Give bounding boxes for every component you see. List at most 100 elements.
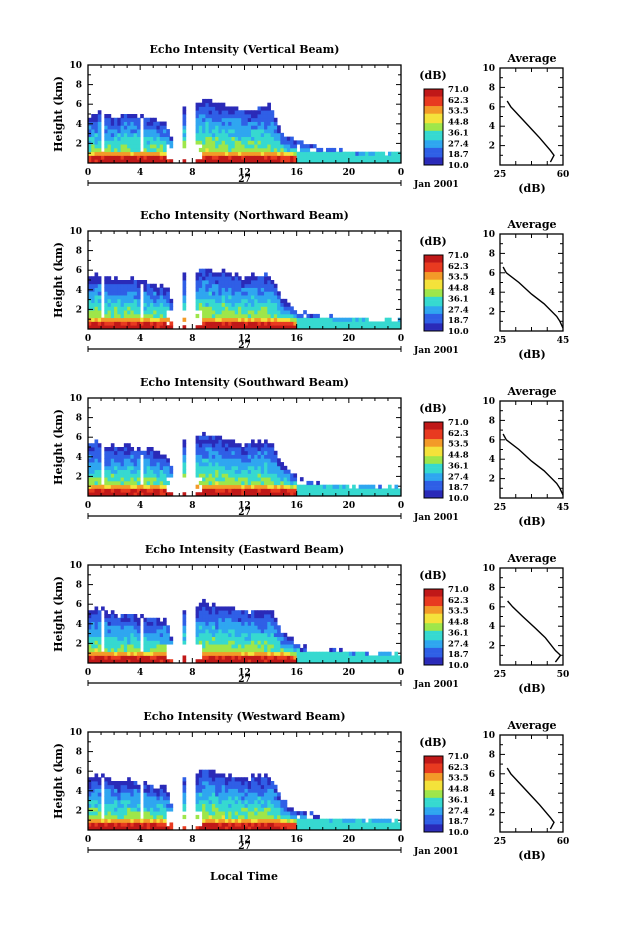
echo-cell (91, 298, 95, 304)
echo-cell (254, 129, 258, 134)
echo-cell (159, 651, 164, 656)
echo-cell (267, 655, 271, 660)
echo-cell (303, 659, 307, 664)
colorbar-segment (424, 310, 443, 313)
echo-cell (277, 492, 281, 497)
echo-cell (91, 792, 95, 797)
echo-cell (110, 488, 115, 493)
echo-cell (153, 140, 157, 145)
echo-cell (264, 321, 268, 326)
echo-cell (117, 458, 121, 463)
echo-cell (104, 807, 108, 812)
echo-cell (224, 492, 229, 497)
echo-cell (97, 796, 102, 801)
echo-cell (228, 443, 232, 448)
echo-cell (123, 826, 128, 831)
echo-cell (394, 159, 399, 164)
echo-cell (130, 792, 135, 797)
echo-cell (234, 458, 239, 463)
echo-cell (237, 826, 242, 831)
echo-cell (136, 132, 141, 138)
echo-cell (309, 488, 314, 493)
echo-cell (257, 155, 262, 160)
echo-cell (267, 462, 271, 467)
echo-cell (277, 298, 281, 304)
echo-cell (127, 140, 131, 145)
echo-cell (228, 313, 232, 319)
echo-cell (299, 822, 304, 827)
echo-cell (136, 155, 141, 160)
echo-cell (234, 129, 239, 134)
echo-cell (127, 317, 131, 322)
echo-cell (127, 477, 131, 482)
profile-y-tick-label: 6 (489, 436, 495, 446)
echo-cell (149, 291, 154, 296)
echo-cell (162, 465, 167, 471)
echo-cell (101, 321, 105, 326)
colorbar-segment (424, 661, 443, 664)
echo-cell (293, 155, 298, 160)
echo-cell (273, 287, 278, 292)
echo-cell (374, 655, 379, 660)
echo-cell (218, 443, 223, 448)
echo-cell (133, 492, 138, 497)
echo-cell (237, 796, 242, 801)
echo-cell (195, 272, 200, 277)
echo-cell (202, 625, 206, 630)
echo-cell (136, 140, 141, 145)
echo-cell (162, 644, 167, 649)
echo-cell (146, 632, 151, 638)
echo-cell (117, 488, 121, 493)
echo-cell (110, 443, 115, 448)
echo-cell (130, 488, 135, 493)
echo-cell (228, 477, 232, 482)
echo-cell (123, 317, 128, 322)
echo-cell (228, 655, 232, 660)
echo-cell (123, 621, 128, 626)
echo-cell (257, 617, 262, 622)
echo-cell (215, 822, 219, 827)
echo-cell (270, 114, 275, 119)
echo-cell (237, 454, 242, 459)
echo-cell (202, 447, 206, 452)
echo-cell (123, 784, 128, 789)
echo-cell (221, 450, 226, 455)
echo-cell (120, 454, 125, 459)
echo-cell (88, 473, 92, 478)
echo-cell (231, 632, 236, 638)
echo-cell (345, 822, 350, 827)
echo-cell (156, 655, 161, 660)
echo-cell (120, 280, 125, 285)
echo-cell (146, 140, 151, 145)
echo-cell (211, 140, 216, 145)
echo-cell (205, 321, 210, 326)
echo-cell (153, 629, 157, 634)
echo-cell (215, 640, 219, 645)
panel-title: Echo Intensity (Vertical Beam) (149, 43, 339, 56)
echo-cell (224, 306, 229, 311)
echo-cell (215, 147, 219, 153)
colorbar-segment (424, 763, 443, 766)
echo-cell (127, 114, 131, 119)
echo-cell (244, 480, 249, 486)
echo-cell (127, 159, 131, 164)
echo-cell (264, 614, 268, 619)
echo-cell (228, 788, 232, 793)
echo-cell (205, 614, 210, 619)
echo-cell (123, 625, 128, 630)
echo-cell (97, 454, 102, 459)
echo-cell (136, 629, 141, 634)
echo-cell (136, 625, 141, 630)
echo-cell (260, 132, 265, 138)
echo-cell (133, 477, 138, 482)
echo-cell (312, 651, 317, 656)
echo-cell (224, 302, 229, 307)
echo-cell (130, 826, 135, 831)
echo-cell (208, 625, 213, 630)
y-tick-label: 8 (76, 414, 82, 424)
echo-cell (270, 310, 275, 315)
echo-cell (224, 283, 229, 288)
colorbar-segment (424, 646, 443, 649)
echo-cell (267, 811, 271, 816)
echo-cell (260, 629, 265, 634)
